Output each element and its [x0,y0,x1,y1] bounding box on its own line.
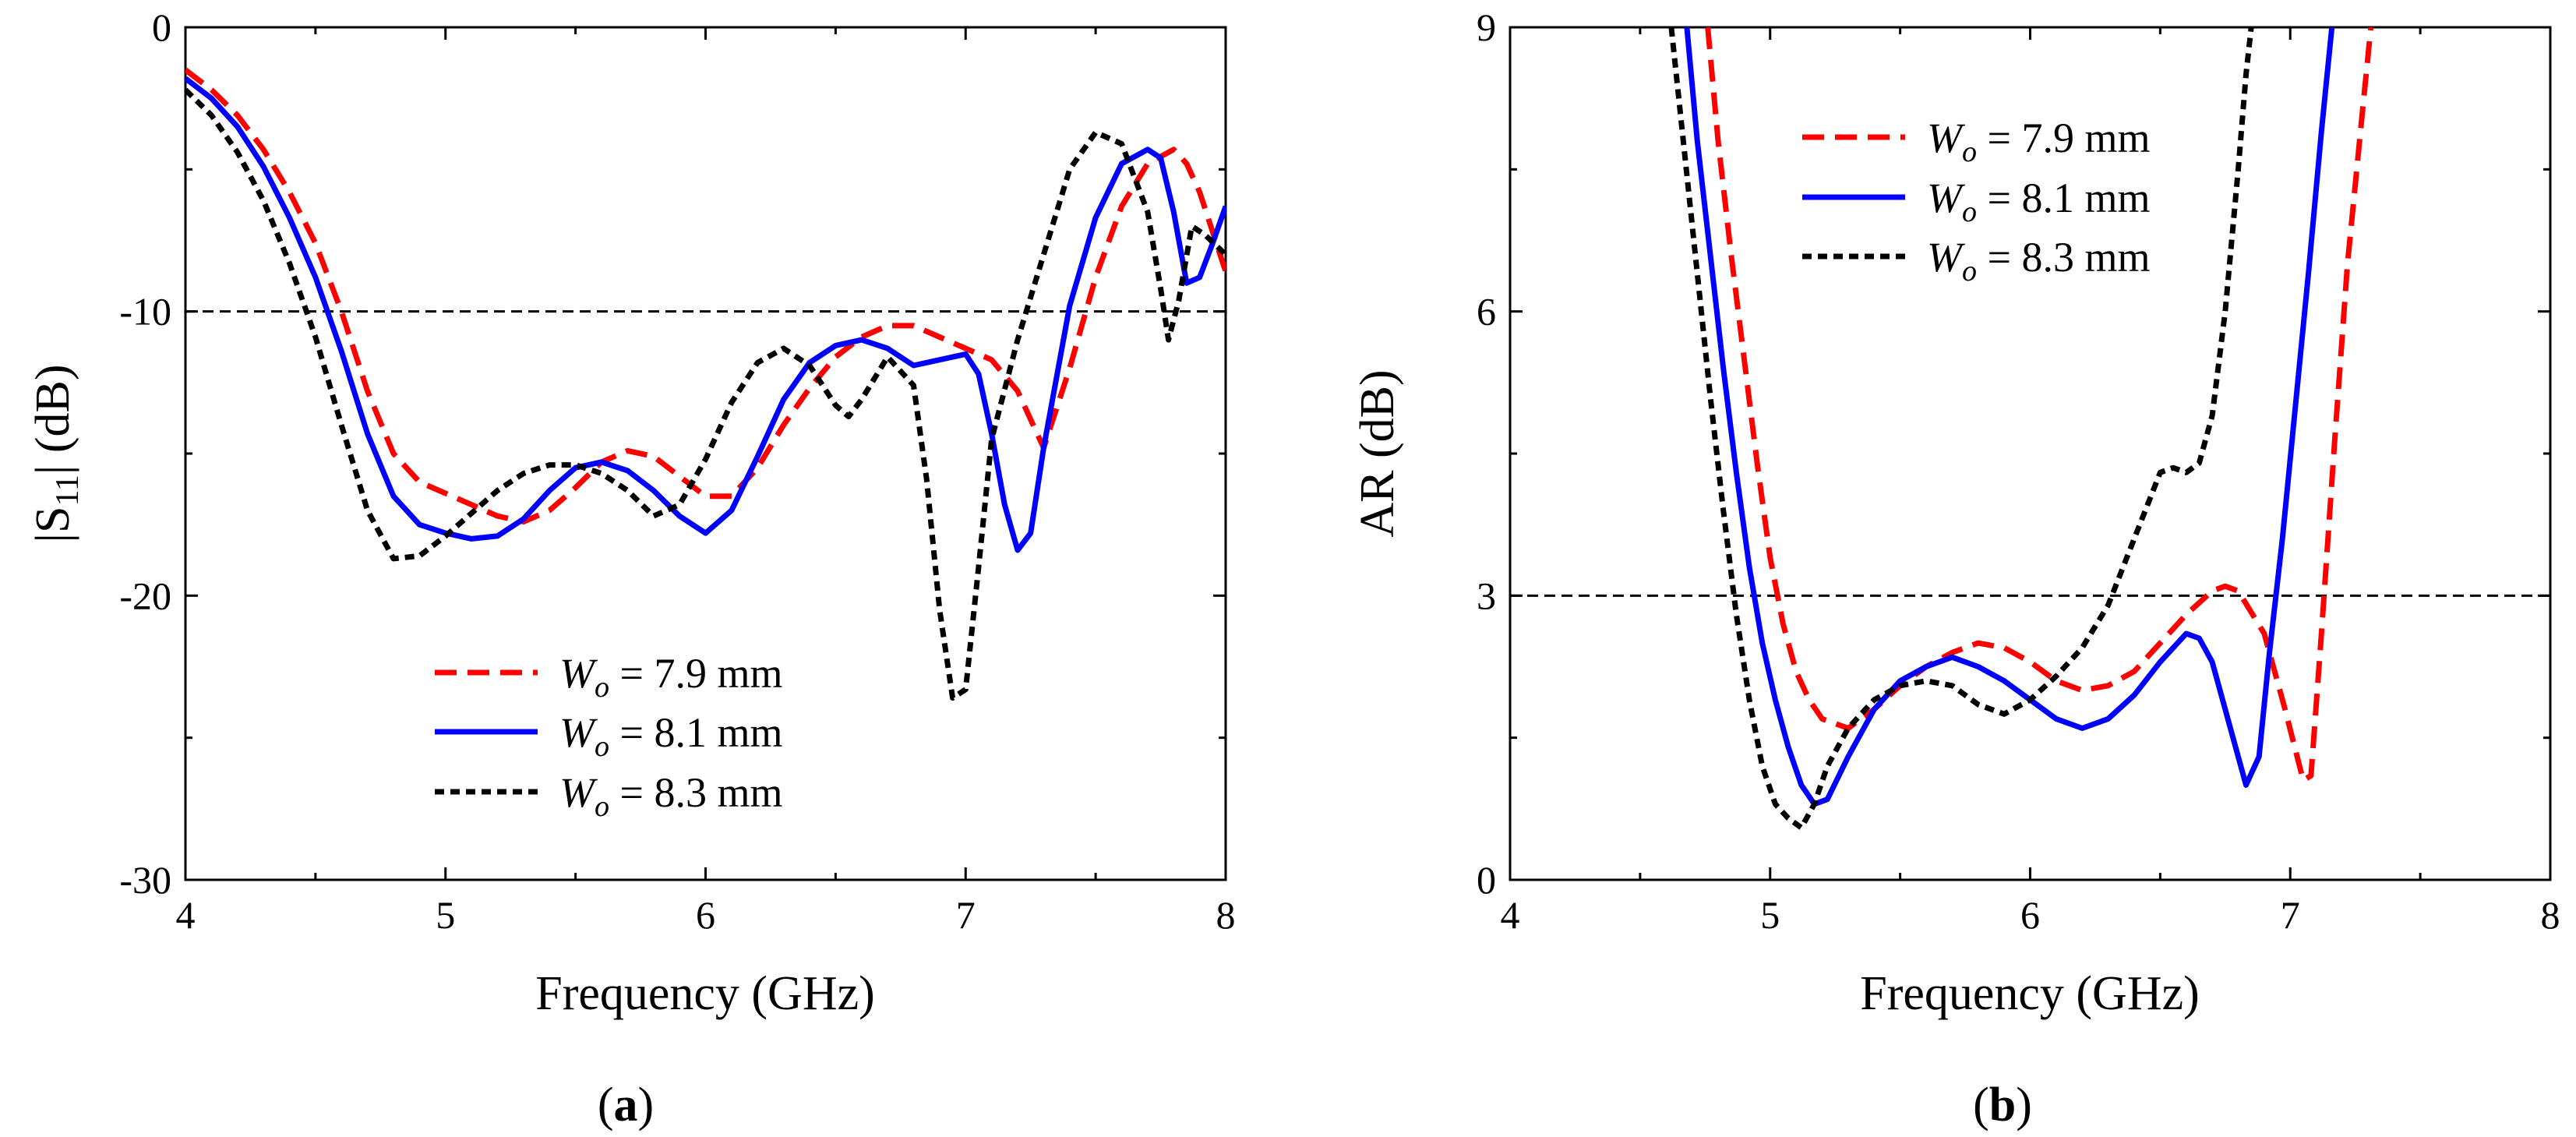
x-tick-label-a: 7 [956,893,976,937]
legend-b-value-1: 7.9 mm [2021,115,2150,161]
legend-a-value-1: 7.9 mm [654,650,782,697]
legend-b-entry-2: Wo = 8.1 mm [1802,175,2150,228]
y-axis-label-b: AR (dB) [1351,369,1404,537]
legend-a: Wo = 7.9 mm Wo = 8.1 mm Wo = 8.3 mm [435,650,782,823]
series-line-b-2 [1684,27,2335,807]
series-b [1668,27,2374,831]
x-axis-label-a: Frequency (GHz) [535,967,875,1020]
legend-b-label-2: Wo = 8.1 mm [1927,175,2150,228]
legend-b-entry-3: Wo = 8.3 mm [1802,234,2150,288]
legend-b-equals-1: = [1977,115,2021,161]
y-tick-label-b: 3 [1477,574,1496,617]
legend-a-subscript-3: o [595,790,609,823]
legend-b-value-3: 8.3 mm [2021,234,2150,281]
x-tick-label-a: 4 [176,893,196,937]
x-axis-label-b: Frequency (GHz) [1860,967,2200,1020]
panel-b-ar-chart: 4 5 6 7 8 0 3 6 9 Frequency (GHz) AR (dB) Wo = 7… [1351,5,2560,1132]
y-tick-label-b: 9 [1477,5,1496,49]
y-tick-label-a: -30 [119,858,171,902]
legend-b: Wo = 7.9 mm Wo = 8.1 mm Wo = 8.3 mm [1802,115,2150,288]
x-tick-label-a: 8 [1216,893,1236,937]
legend-b-symbol-2: W [1927,175,1966,221]
x-tick-label-b: 7 [2281,893,2300,937]
legend-b-subscript-1: o [1962,136,1977,168]
legend-a-subscript-1: o [595,671,609,704]
legend-b-equals-2: = [1977,175,2021,221]
tick-labels-a: 4 5 6 7 8 0 -10 -20 -30 [119,5,1235,937]
series-line-a-1 [185,67,1226,524]
y-tick-label-a: -20 [119,574,171,617]
x-tick-label-b: 8 [2541,893,2560,937]
y-tick-label-a: -10 [119,290,171,334]
y-tick-label-b: 0 [1477,858,1496,902]
tick-labels-b: 4 5 6 7 8 0 3 6 9 [1477,5,2560,937]
y-axis-label-a-prefix: |S [26,507,79,543]
legend-a-symbol-3: W [559,769,598,816]
legend-b-value-2: 8.1 mm [2021,175,2150,221]
legend-a-entry-1: Wo = 7.9 mm [435,650,782,704]
series-line-b-3 [1668,27,2254,831]
legend-a-symbol-1: W [559,650,598,697]
legend-b-equals-3: = [1977,234,2021,281]
series-line-b-1 [1705,27,2374,783]
y-tick-label-b: 6 [1477,290,1496,334]
legend-a-value-2: 8.1 mm [654,709,782,756]
legend-a-subscript-2: o [595,730,609,763]
legend-b-label-1: Wo = 7.9 mm [1927,115,2150,168]
legend-b-subscript-2: o [1962,196,1977,228]
series-line-a-2 [185,76,1226,553]
legend-a-entry-3: Wo = 8.3 mm [435,769,782,823]
legend-b-label-3: Wo = 8.3 mm [1927,234,2150,288]
legend-a-equals-2: = [609,709,654,756]
legend-a-equals-1: = [609,650,654,697]
x-tick-label-b: 4 [1501,893,1520,937]
panel-label-a-letter: a [614,1079,638,1132]
y-tick-label-a: 0 [152,5,171,49]
y-axis-label-a: |S11| (dB) [26,365,86,543]
x-tick-label-b: 5 [1760,893,1780,937]
x-tick-label-a: 5 [436,893,455,937]
legend-a-label-1: Wo = 7.9 mm [559,650,782,704]
legend-b-entry-1: Wo = 7.9 mm [1802,115,2150,168]
legend-a-value-3: 8.3 mm [654,769,782,816]
legend-a-symbol-2: W [559,709,598,756]
ticks-a [184,26,1227,881]
x-tick-label-a: 6 [696,893,715,937]
legend-b-symbol-1: W [1927,115,1966,161]
series-a [185,67,1226,701]
legend-a-entry-2: Wo = 8.1 mm [435,709,782,763]
ticks-b [1509,26,2552,881]
legend-a-equals-3: = [609,769,654,816]
legend-a-label-3: Wo = 8.3 mm [559,769,782,823]
legend-b-subscript-3: o [1962,255,1977,288]
x-tick-label-b: 6 [2020,893,2040,937]
y-axis-label-a-sub: 11 [50,475,86,506]
legend-b-symbol-3: W [1927,234,1966,281]
series-line-a-3 [185,87,1226,701]
y-axis-label-a-suffix: | (dB) [26,365,79,475]
panel-label-a: (a) [598,1079,654,1132]
panel-a-s11-chart: 4 5 6 7 8 0 -10 -20 -30 Frequency (GHz) |S11| (d… [26,5,1236,1132]
legend-a-label-2: Wo = 8.1 mm [559,709,782,763]
panel-label-b: (b) [1973,1079,2032,1132]
panel-label-b-letter: b [1989,1079,2016,1132]
